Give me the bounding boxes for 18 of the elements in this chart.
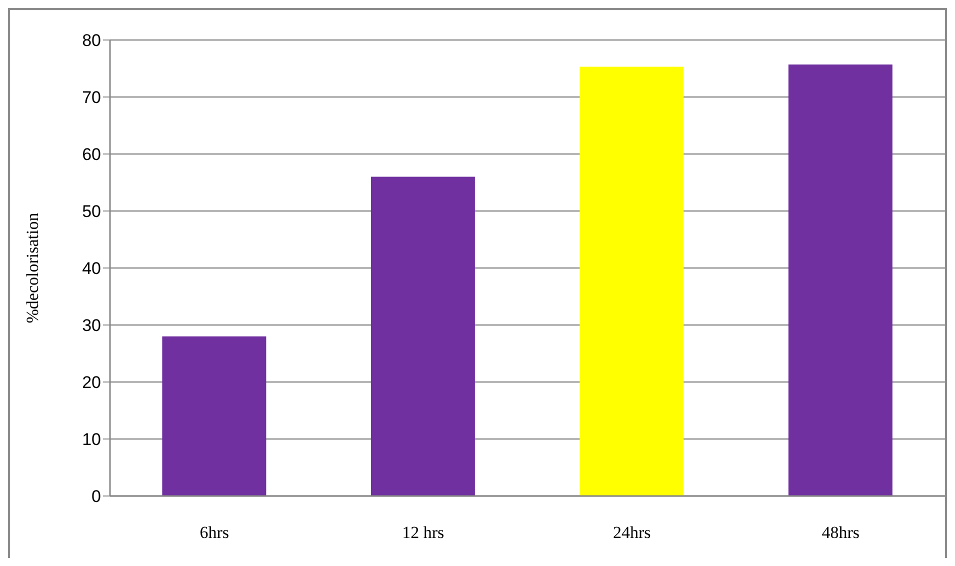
bar: [788, 64, 892, 496]
y-tick-label: 60: [82, 145, 101, 164]
y-tick-label: 0: [92, 487, 101, 506]
bar: [580, 66, 684, 496]
y-tick-label: 30: [82, 316, 101, 336]
bar: [162, 336, 266, 496]
y-tick-label: 40: [82, 259, 101, 278]
x-tick-label: 6hrs: [200, 523, 230, 542]
x-tick-label: 48hrs: [822, 523, 860, 542]
y-tick-label: 10: [82, 430, 101, 450]
y-tick-label: 50: [82, 202, 101, 222]
y-tick-label: 70: [82, 88, 101, 108]
bar: [370, 176, 475, 496]
y-axis-title: %decolorisation: [23, 212, 42, 324]
y-tick-label: 80: [82, 31, 101, 50]
y-tick-label: 20: [82, 373, 101, 392]
x-tick-label: 24hrs: [612, 523, 651, 542]
x-tick-label: 12 hrs: [402, 523, 444, 542]
